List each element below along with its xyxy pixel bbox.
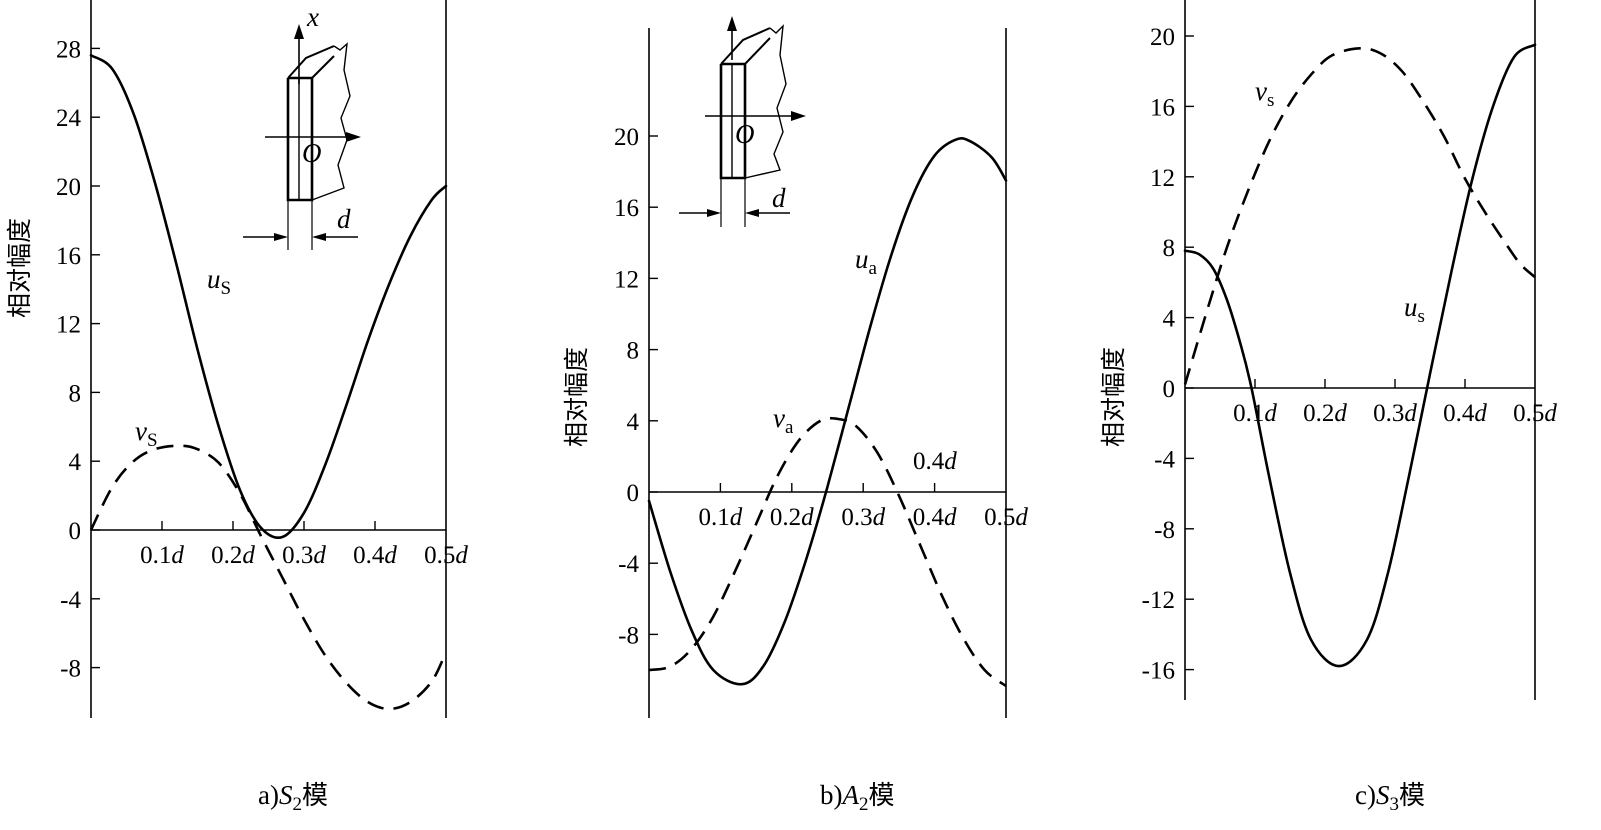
y-tick-label: 8 <box>1163 235 1176 262</box>
x-tick-label: 0.1d <box>140 542 184 569</box>
y-tick-label: 4 <box>1163 306 1176 333</box>
y-tick-label: -8 <box>618 622 639 649</box>
y-tick-label: 0 <box>1163 376 1176 403</box>
inset-b-x-arrow-head <box>727 16 737 31</box>
y-tick-label: 8 <box>69 380 82 407</box>
y-axis-label: 相对幅度 <box>562 347 591 447</box>
x-tick-label: 0.3d <box>841 504 885 531</box>
panel-caption: a)S2模 <box>258 780 328 815</box>
inset-a-dim-right-head <box>312 233 326 241</box>
inset-a-origin-label: O <box>302 138 322 168</box>
x-tick-label: 0.4d <box>1443 400 1487 427</box>
series-v-label: vS <box>135 416 158 451</box>
x-tick-label: 0.3d <box>1373 400 1417 427</box>
panel-1: -8 -4 0 4 8 12 16 20 24 28 0.1d 0.2d 0.3d 0.4d 0.5d 相对幅… <box>5 0 468 815</box>
y-tick-label: 28 <box>56 36 81 63</box>
series-u-a-line <box>647 137 1008 686</box>
x-tick-label: 0.4d <box>353 542 397 569</box>
x-tick-label: 0.2d <box>770 504 814 531</box>
y-tick-label: -8 <box>60 656 81 683</box>
series-u-label: us <box>1404 292 1425 327</box>
y-tick-label: 4 <box>627 409 640 436</box>
inset-b: O d <box>679 16 806 227</box>
y-tick-label: 16 <box>56 243 81 270</box>
y-tick-label: 12 <box>1150 165 1175 192</box>
y-tick-label: 12 <box>56 312 81 339</box>
inset-b-plate-top2 <box>744 37 771 65</box>
y-tick-label: 8 <box>627 338 640 365</box>
y-tick-label: -4 <box>618 551 639 578</box>
y-tick-label: 24 <box>56 105 82 132</box>
x-tick-label: 0.1d <box>699 504 743 531</box>
inset-b-h-arrow-head <box>791 111 806 121</box>
inset-a-x-label: x <box>306 2 319 32</box>
inset-b-dim-left-head <box>707 209 721 217</box>
y-tick-label: 0 <box>627 480 640 507</box>
panel-caption: b)A2模 <box>820 780 895 815</box>
series-u-S-line <box>89 54 448 540</box>
y-tick-label: -4 <box>1154 446 1175 473</box>
series-v-label: vs <box>1255 76 1274 111</box>
y-tick-label: 0 <box>69 518 82 545</box>
y-axis-label: 相对幅度 <box>5 218 34 318</box>
panel-2: -8 -4 0 4 8 12 16 20 0.1d 0.2d 0.3d 0.4d 0.5d 相对幅度 ua v… <box>562 28 1028 815</box>
inset-a-x-arrow-head <box>294 24 304 39</box>
y-tick-label: -12 <box>1142 587 1175 614</box>
series-v-S-line <box>89 444 448 711</box>
y-tick-label: 20 <box>1150 24 1175 51</box>
panel-b-annotation-0-4d: 0.4d <box>913 448 957 475</box>
y-axis-label: 相对幅度 <box>1099 347 1128 447</box>
y-tick-label: 20 <box>56 174 81 201</box>
inset-a-h-arrow-head <box>346 132 361 142</box>
inset-a-dim-left-head <box>274 233 288 241</box>
inset-a-plate-break <box>311 42 351 201</box>
series-u-label: ua <box>855 244 878 279</box>
x-tick-label: 0.2d <box>211 542 255 569</box>
inset-b-plate-top <box>720 27 771 65</box>
y-tick-label: 12 <box>614 266 639 293</box>
x-tick-label: 0.5d <box>1513 400 1557 427</box>
x-tick-label: 0.4d <box>913 504 957 531</box>
y-tick-label: -16 <box>1142 658 1175 685</box>
inset-b-origin-label: O <box>735 119 755 149</box>
y-tick-label: 4 <box>69 449 82 476</box>
panel-caption: c)S3模 <box>1355 780 1425 815</box>
inset-b-plate-break <box>744 24 787 179</box>
series-u-s-line <box>1183 43 1537 668</box>
x-tick-label: 0.5d <box>424 542 468 569</box>
inset-a-plate-top <box>287 45 335 79</box>
series-u-label: uS <box>207 264 231 299</box>
series-v-a-line <box>648 416 1007 688</box>
y-tick-label: -8 <box>1154 517 1175 544</box>
inset-b-d-label: d <box>772 183 786 213</box>
inset-b-dim-right-head <box>745 209 759 217</box>
y-tick-label: 16 <box>1150 94 1175 121</box>
series-v-label: va <box>773 403 794 438</box>
inset-a-d-label: d <box>337 204 351 234</box>
x-tick-label: 0.3d <box>282 542 326 569</box>
y-tick-label: 20 <box>614 124 639 151</box>
x-tick-label: 0.5d <box>984 504 1028 531</box>
inset-a-plate-top2 <box>311 55 335 79</box>
x-tick-label: 0.2d <box>1303 400 1347 427</box>
y-tick-label: -4 <box>60 587 81 614</box>
inset-a: x O d <box>243 2 361 250</box>
y-tick-label: 16 <box>614 195 639 222</box>
